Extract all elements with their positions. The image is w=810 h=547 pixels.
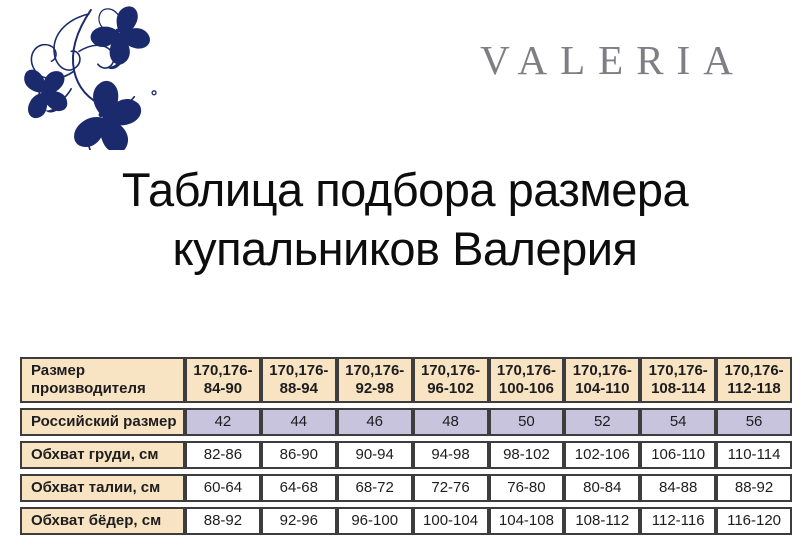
size-cell: 80-84 — [564, 474, 641, 502]
size-cell: 170,176- 96-102 — [412, 357, 489, 403]
size-cell: 170,176- 88-94 — [260, 357, 337, 403]
size-cell: 106-110 — [640, 441, 717, 469]
page-title: Таблица подбора размера купальников Вале… — [0, 160, 810, 278]
row-label: Обхват груди, см — [20, 441, 185, 469]
size-cell: 92-96 — [260, 507, 337, 535]
size-cell: 60-64 — [185, 474, 261, 502]
size-cell: 86-90 — [260, 441, 337, 469]
size-cell: 42 — [185, 408, 261, 436]
size-cell: 112-116 — [640, 507, 717, 535]
size-cell: 170,176- 92-98 — [336, 357, 413, 403]
size-cell: 46 — [336, 408, 413, 436]
size-cell: 88-92 — [185, 507, 261, 535]
size-cell: 52 — [564, 408, 641, 436]
size-cell: 102-106 — [564, 441, 641, 469]
size-cell: 96-100 — [336, 507, 413, 535]
size-cell: 48 — [412, 408, 489, 436]
size-cell: 82-86 — [185, 441, 261, 469]
size-cell: 68-72 — [336, 474, 413, 502]
size-cell: 50 — [488, 408, 565, 436]
size-cell: 170,176- 100-106 — [488, 357, 565, 403]
size-cell: 56 — [716, 408, 792, 436]
size-cell: 170,176- 104-110 — [564, 357, 641, 403]
size-cell: 64-68 — [260, 474, 337, 502]
row-label: Размер производителя — [20, 357, 185, 403]
size-cell: 170,176- 112-118 — [716, 357, 792, 403]
size-cell: 94-98 — [412, 441, 489, 469]
size-cell: 84-88 — [640, 474, 717, 502]
page-title-line1: Таблица подбора размера — [121, 163, 689, 216]
size-table: Размер производителя 170,176- 84-90 170,17… — [20, 352, 792, 540]
brand-logo — [6, 2, 164, 163]
row-label: Обхват талии, см — [20, 474, 185, 502]
size-cell: 90-94 — [336, 441, 413, 469]
size-table-row: Российский размер 42 44 46 48 50 52 54 56 — [20, 408, 792, 436]
size-table-row: Размер производителя 170,176- 84-90 170,17… — [20, 357, 792, 403]
size-table-body: Размер производителя 170,176- 84-90 170,17… — [20, 357, 792, 535]
size-cell: 54 — [640, 408, 717, 436]
size-table-row: Обхват талии, см 60-64 64-68 68-72 72-76 76-8… — [20, 474, 792, 502]
size-cell: 98-102 — [488, 441, 565, 469]
size-cell: 76-80 — [488, 474, 565, 502]
size-cell: 44 — [260, 408, 337, 436]
row-label: Обхват бёдер, см — [20, 507, 185, 535]
size-cell: 88-92 — [716, 474, 792, 502]
size-cell: 110-114 — [716, 441, 792, 469]
floral-ornament-icon — [22, 2, 157, 163]
size-table-row: Обхват бёдер, см 88-92 92-96 96-100 100-104 1… — [20, 507, 792, 535]
size-cell: 108-112 — [564, 507, 641, 535]
size-cell: 170,176- 108-114 — [640, 357, 717, 403]
size-cell: 72-76 — [412, 474, 489, 502]
page-title-line2: купальников Валерия — [172, 222, 638, 275]
brand-wordmark: VALERIA — [480, 37, 746, 83]
size-table-row: Обхват груди, см 82-86 86-90 90-94 94-98 98-1… — [20, 441, 792, 469]
row-label: Российский размер — [20, 408, 185, 436]
size-cell: 116-120 — [716, 507, 792, 535]
size-cell: 100-104 — [412, 507, 489, 535]
size-cell: 104-108 — [488, 507, 565, 535]
size-cell: 170,176- 84-90 — [185, 357, 261, 403]
